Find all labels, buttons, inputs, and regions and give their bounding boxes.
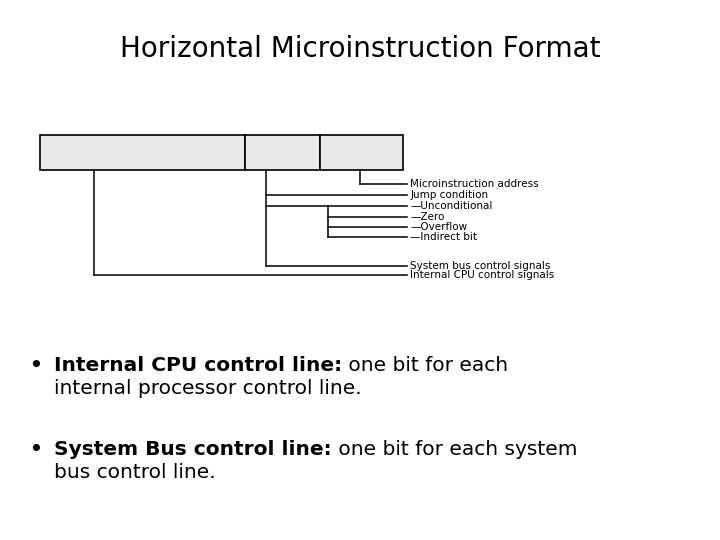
- Text: —Unconditional: —Unconditional: [410, 201, 492, 211]
- Text: one bit for each: one bit for each: [342, 356, 508, 375]
- Text: —Zero: —Zero: [410, 212, 445, 221]
- Text: System bus control signals: System bus control signals: [410, 261, 551, 271]
- Text: •: •: [29, 356, 42, 375]
- Bar: [320, 135, 403, 170]
- Text: bus control line.: bus control line.: [54, 463, 215, 482]
- Bar: [245, 135, 320, 170]
- Text: Jump condition: Jump condition: [410, 191, 489, 200]
- Text: —Overflow: —Overflow: [410, 222, 467, 232]
- Text: Microinstruction address: Microinstruction address: [410, 179, 539, 188]
- Text: Internal CPU control signals: Internal CPU control signals: [410, 271, 554, 280]
- Text: Internal CPU control line:: Internal CPU control line:: [54, 356, 342, 375]
- Text: System Bus control line:: System Bus control line:: [54, 440, 332, 459]
- Text: one bit for each system: one bit for each system: [332, 440, 577, 459]
- Text: •: •: [29, 440, 42, 459]
- Text: Horizontal Microinstruction Format: Horizontal Microinstruction Format: [120, 35, 600, 63]
- Text: —Indirect bit: —Indirect bit: [410, 232, 477, 242]
- Bar: [40, 135, 245, 170]
- Text: internal processor control line.: internal processor control line.: [54, 379, 361, 398]
